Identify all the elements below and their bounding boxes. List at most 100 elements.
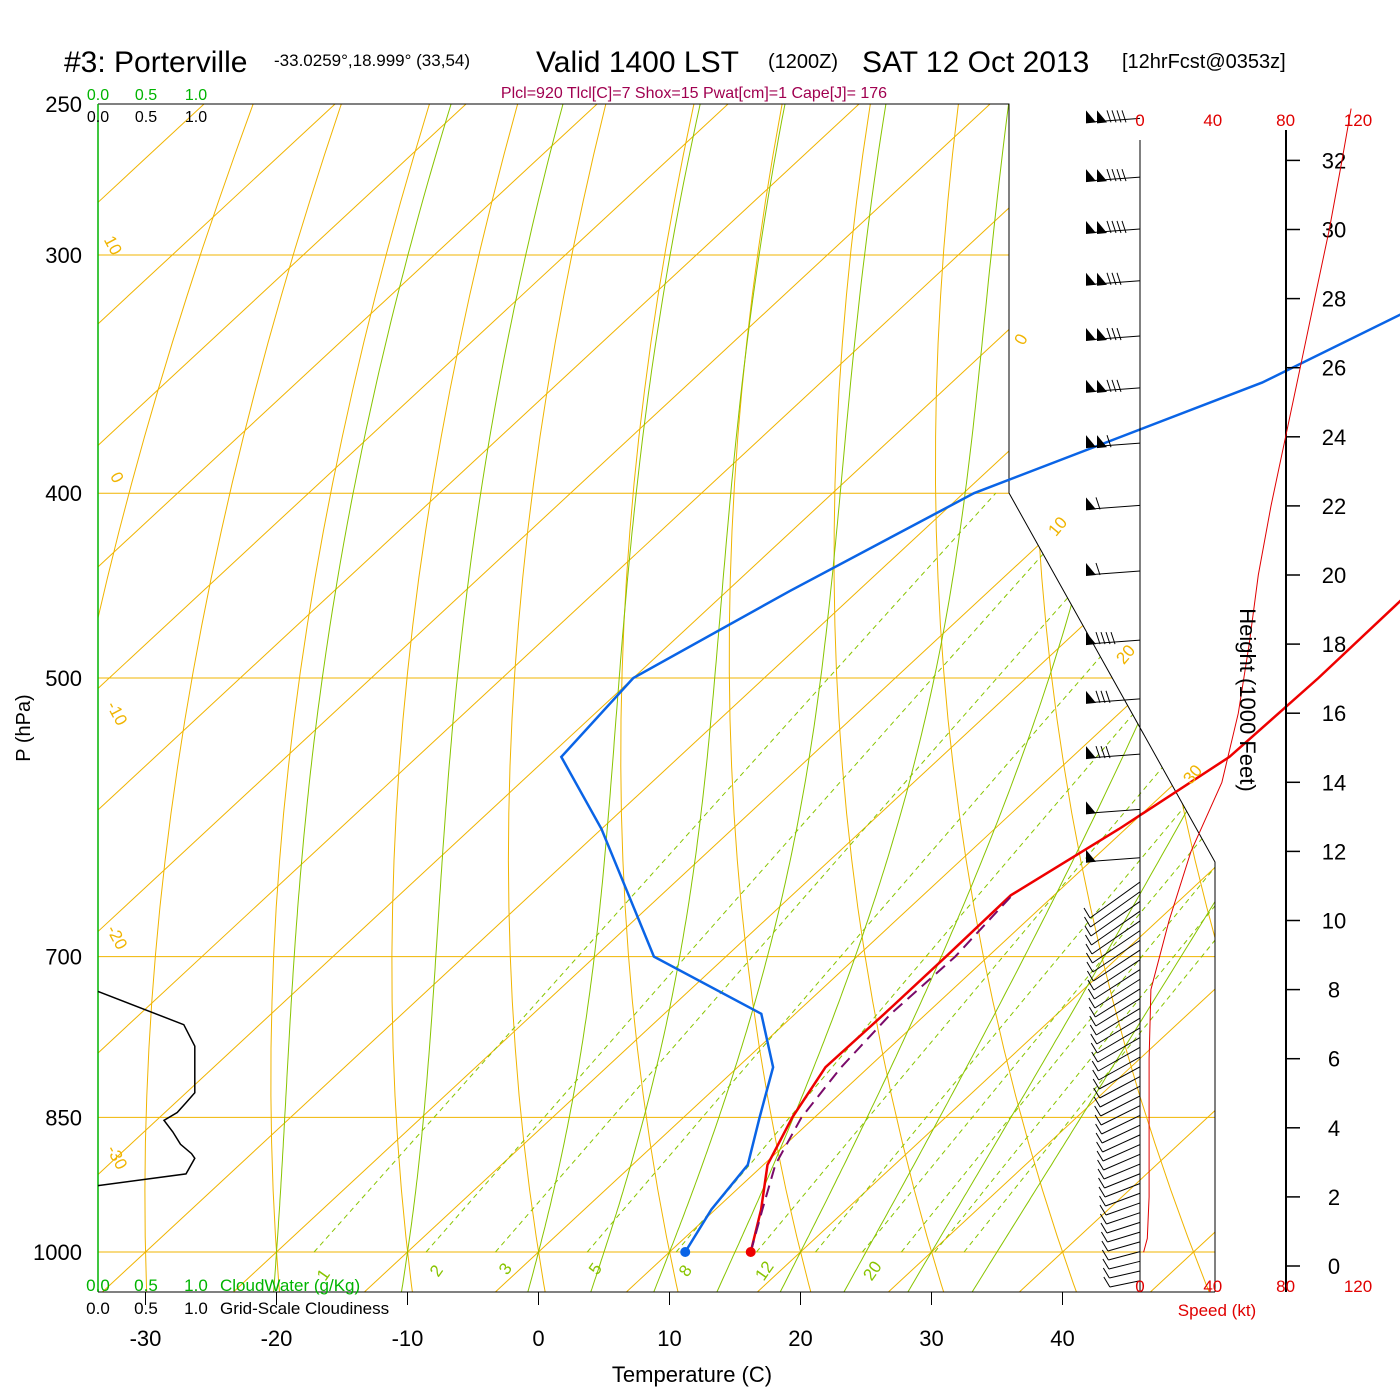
dry-adiabat bbox=[507, 104, 657, 1292]
wind-barb-line bbox=[1111, 168, 1117, 182]
wind-barb-flag bbox=[1086, 220, 1096, 234]
wind-barb-line bbox=[1084, 916, 1091, 928]
wind-barb-flag bbox=[1086, 746, 1096, 760]
wind-barb-staff bbox=[1104, 1173, 1141, 1189]
wind-barb-line bbox=[1090, 1042, 1098, 1054]
wind-barb-flag bbox=[1086, 435, 1096, 449]
speed-bottom-tick: 0 bbox=[1135, 1277, 1144, 1296]
wind-barb-low bbox=[1087, 959, 1141, 991]
cloudwater-bottom-tick: 0.0 bbox=[86, 1276, 110, 1295]
wind-barb-line bbox=[1098, 1186, 1106, 1198]
wind-barb-line bbox=[1095, 1132, 1103, 1144]
wind-barb-low bbox=[1089, 1008, 1141, 1036]
wind-barb-staff bbox=[1097, 1046, 1141, 1072]
isotherm bbox=[846, 104, 1215, 1292]
wind-barb-flag bbox=[1086, 328, 1096, 342]
height-tick-label: 28 bbox=[1322, 287, 1346, 312]
wind-barb-line bbox=[1084, 925, 1092, 937]
wind-barb-low bbox=[1094, 1095, 1141, 1117]
wind-barb-staff bbox=[1105, 1192, 1141, 1207]
height-tick-label: 0 bbox=[1328, 1254, 1340, 1279]
wind-barb-low bbox=[1088, 988, 1141, 1018]
wind-barb-staff bbox=[1095, 998, 1141, 1027]
pressure-tick-label: 850 bbox=[45, 1105, 82, 1130]
height-tick-label: 16 bbox=[1322, 701, 1346, 726]
isotherm-label: 20 bbox=[1112, 641, 1139, 668]
isotherm-label: -10 bbox=[103, 698, 131, 729]
isotherm-label: 0 bbox=[106, 469, 127, 486]
speed-bottom-tick: 80 bbox=[1276, 1277, 1295, 1296]
moist-adiabat bbox=[574, 104, 789, 1292]
wind-barb-staff bbox=[1099, 1076, 1141, 1099]
wind-barb-line bbox=[1091, 1051, 1099, 1063]
height-tick-label: 12 bbox=[1322, 839, 1346, 864]
dry-adiabat bbox=[934, 104, 1092, 1292]
wind-barb-line bbox=[1095, 1123, 1103, 1135]
wind-barb bbox=[1085, 849, 1141, 863]
wind-barb-line bbox=[1100, 1222, 1108, 1234]
wind-barb bbox=[1085, 168, 1141, 183]
isotherm-label: 0 bbox=[1011, 331, 1032, 348]
wind-barb-low bbox=[1098, 1173, 1141, 1189]
wind-barb-line bbox=[1111, 220, 1117, 234]
height-tick-label: 2 bbox=[1328, 1185, 1340, 1210]
station-title: #3: Porterville bbox=[64, 46, 247, 79]
wind-barb-low bbox=[1086, 949, 1141, 982]
y-axis-title: P (hPa) bbox=[13, 694, 35, 761]
dry-adiabat bbox=[833, 104, 957, 1292]
isotherm-label: 10 bbox=[1044, 513, 1071, 540]
wind-barb-line bbox=[1116, 110, 1122, 123]
wind-barb-staff bbox=[1100, 1105, 1141, 1126]
wind-barb-low bbox=[1085, 930, 1141, 964]
wind-barb-flag bbox=[1097, 272, 1107, 286]
wind-barb-line bbox=[1092, 1078, 1100, 1090]
wind-barb-line bbox=[1100, 631, 1106, 645]
wind-barb-flag bbox=[1097, 220, 1107, 234]
mixing-ratio-line bbox=[675, 492, 1215, 1253]
wind-barb-staff bbox=[1092, 939, 1141, 973]
wind-barb-staff bbox=[1102, 1144, 1141, 1162]
height-tick-label: 4 bbox=[1328, 1116, 1340, 1141]
cloudiness-line bbox=[97, 990, 196, 1187]
wind-barb bbox=[1085, 497, 1141, 511]
wind-barb-low bbox=[1084, 901, 1141, 937]
wind-barb-line bbox=[1121, 168, 1127, 182]
wind-barb-line bbox=[1111, 272, 1117, 285]
isotherm-label: -20 bbox=[103, 922, 131, 953]
mixing-ratio-label: 12 bbox=[751, 1258, 777, 1284]
dry-adiabat bbox=[98, 104, 326, 1292]
wind-barb-line bbox=[1111, 379, 1117, 393]
wind-barb-line bbox=[1096, 1141, 1104, 1153]
dry-adiabat bbox=[270, 104, 492, 1292]
moist-adiabat bbox=[879, 104, 1215, 1292]
wind-barb-low bbox=[1102, 1258, 1141, 1270]
wind-barb-line bbox=[1100, 1231, 1108, 1243]
height-tick-label: 20 bbox=[1322, 563, 1346, 588]
temperature-tick-label: 20 bbox=[788, 1326, 812, 1351]
wind-barb-line bbox=[1106, 327, 1112, 341]
plot-frame bbox=[98, 103, 1216, 1292]
pressure-tick-label: 1000 bbox=[33, 1240, 82, 1265]
wind-barb-low bbox=[1086, 939, 1141, 973]
wind-barb-line bbox=[1110, 631, 1116, 645]
wind-barb-low bbox=[1091, 1046, 1141, 1072]
wind-barb-low bbox=[1102, 1267, 1141, 1279]
wind-barb-low bbox=[1084, 891, 1141, 928]
wind-barb-staff bbox=[1094, 969, 1141, 1000]
wind-barb-low bbox=[1100, 1212, 1141, 1225]
wind-barb-staff bbox=[1097, 1027, 1141, 1054]
temperature-tick-label: 0 bbox=[532, 1326, 544, 1351]
pressure-tick-label: 700 bbox=[45, 945, 82, 970]
wind-barb-low bbox=[1088, 978, 1141, 1009]
isotherm bbox=[1239, 0, 1400, 1331]
wind-barb-line bbox=[1100, 745, 1106, 759]
speed-bottom-tick: 40 bbox=[1203, 1277, 1222, 1296]
surface-temperature-marker bbox=[745, 1247, 756, 1257]
wind-barb-line bbox=[1106, 272, 1112, 285]
isotherm-label: -30 bbox=[103, 1142, 131, 1173]
isotherm bbox=[98, 104, 1215, 1292]
height-tick-label: 32 bbox=[1322, 148, 1346, 173]
wind-barb-line bbox=[1083, 907, 1091, 919]
